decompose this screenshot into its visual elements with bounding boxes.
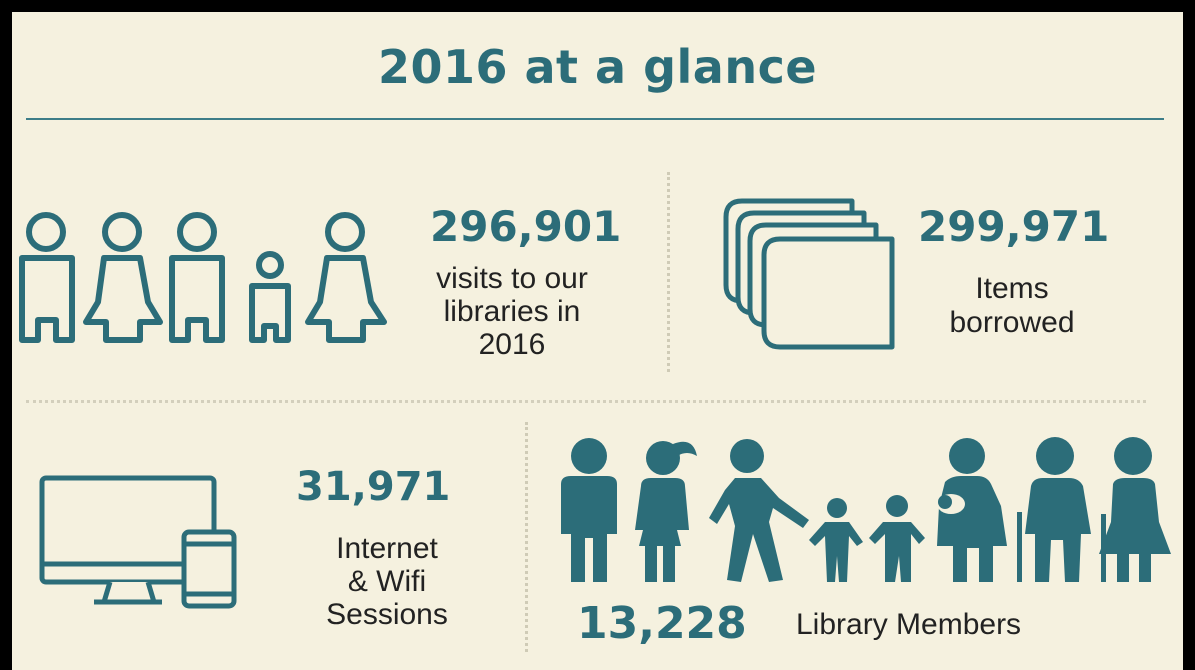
internet-label-line3: Sessions [326, 598, 448, 631]
visits-label-line2: libraries in [443, 295, 581, 328]
borrowed-label-line2: borrowed [949, 306, 1075, 339]
internet-value: 31,971 [296, 464, 451, 510]
members-label: Library Members [796, 608, 1022, 641]
monitor-tablet-icon [39, 475, 237, 609]
page-title: 2016 at a glance [377, 40, 818, 94]
internet-label-line1: Internet [336, 532, 438, 565]
members-value: 13,228 [577, 598, 747, 649]
column-divider-bottom [525, 422, 528, 652]
stacked-books-icon [723, 198, 895, 350]
borrowed-value: 299,971 [918, 202, 1110, 251]
title-divider [26, 118, 1164, 120]
family-people-icon [561, 437, 1171, 582]
column-divider-top [667, 172, 670, 372]
visits-label-line1: visits to our [436, 262, 588, 295]
people-outline-icon [19, 212, 387, 343]
visits-label-line3: 2016 [478, 328, 546, 361]
visits-value: 296,901 [430, 202, 622, 251]
row-divider [26, 400, 1146, 403]
internet-label-line2: & Wifi [347, 565, 427, 598]
borrowed-label-line1: Items [975, 272, 1049, 305]
infographic-panel: 2016 at a glance [12, 12, 1183, 670]
